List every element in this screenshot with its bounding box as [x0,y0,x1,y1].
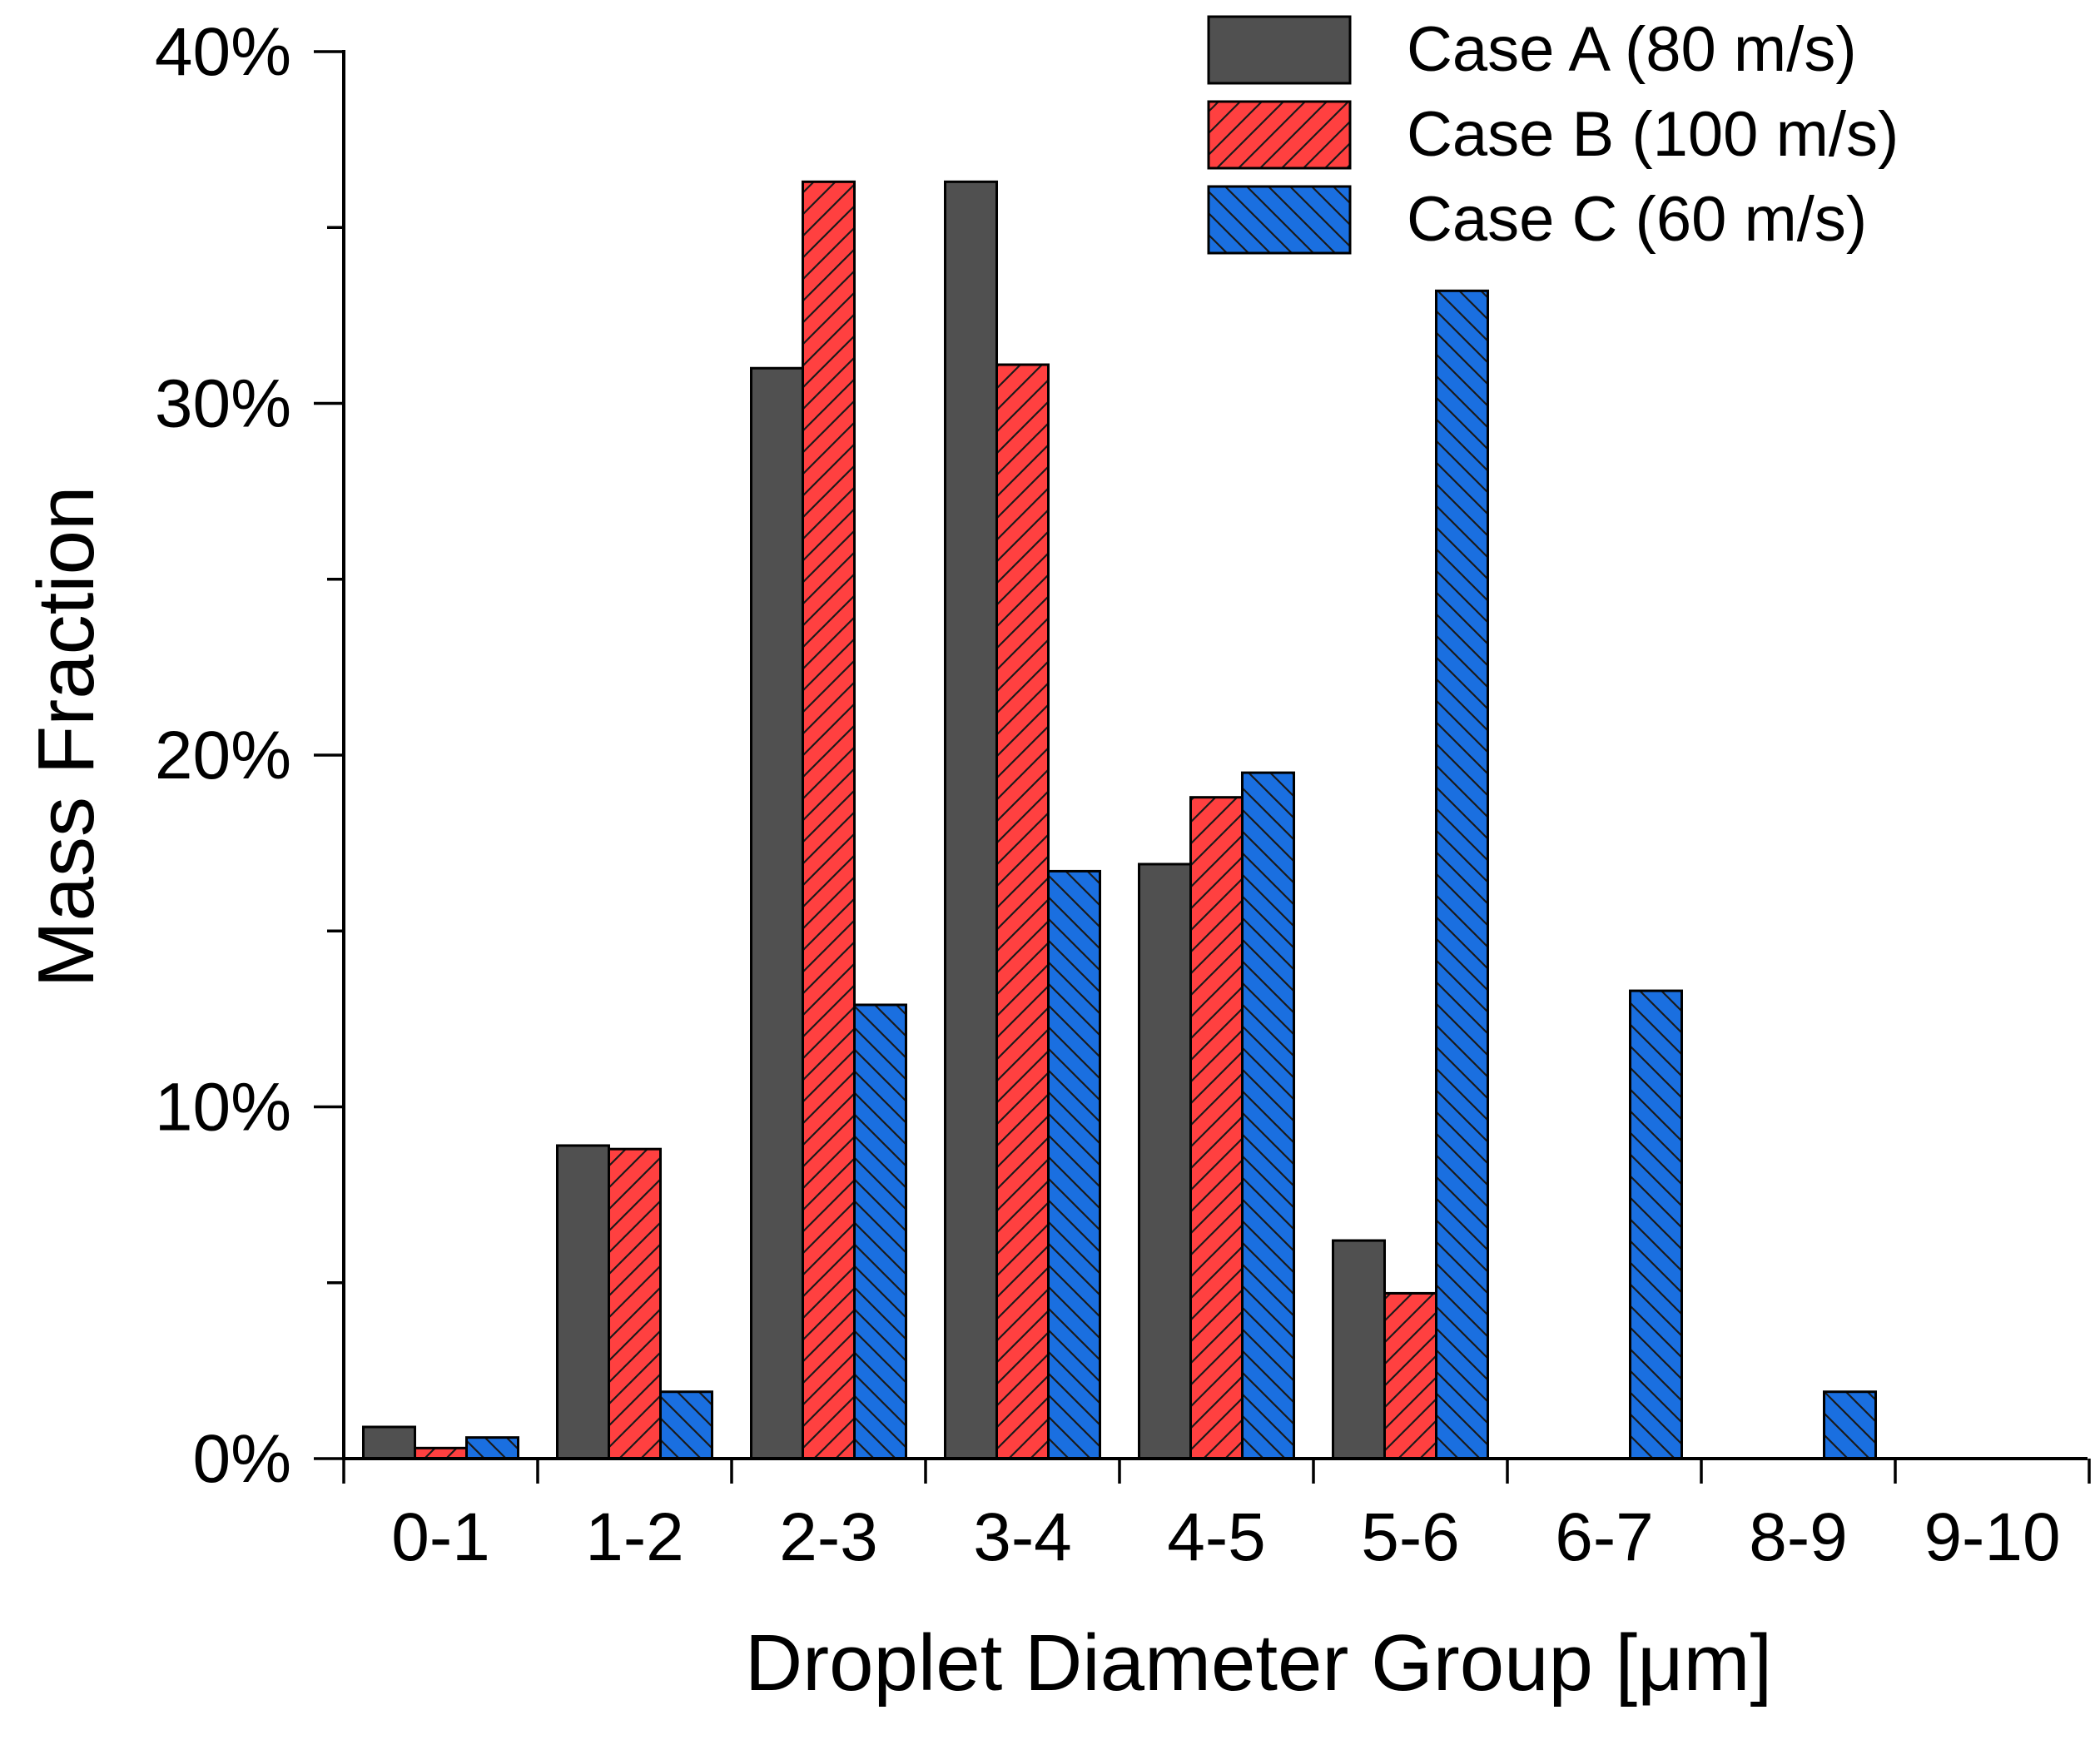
y-tick-label: 20% [155,718,291,793]
legend-swatch-hatch [1209,186,1350,253]
y-tick-label: 0% [192,1421,291,1497]
bars-layer [362,180,1877,1460]
bar-hatch [466,1437,519,1459]
bar-case-a-0-1 [362,1425,416,1460]
bar-case-c-5-6 [1435,289,1489,1460]
x-tick-label: 8-9 [1749,1499,1848,1575]
legend-swatch-hatch [1209,102,1350,168]
bar-case-c-8-9 [1823,1390,1877,1460]
x-tick-label: 0-1 [391,1499,490,1575]
legend-swatch-outline [1207,185,1352,255]
x-axis-title: Droplet Diameter Group [μm] [745,1618,1772,1708]
legend-item: Case B (100 m/s) [1207,99,1899,170]
bar-case-b-2-3 [802,180,856,1460]
y-tick-label: 40% [155,14,291,90]
bar-hatch [802,181,855,1459]
bar-case-b-4-5 [1189,796,1244,1460]
legend: Case A (80 m/s) Case B (100 m/s) Case C (6… [1207,14,1899,255]
bar-fill [363,1426,415,1459]
bar-hatch [415,1448,467,1459]
bar-case-c-1-2 [659,1390,713,1460]
legend-label: Case C (60 m/s) [1407,184,1867,255]
bar-case-b-1-2 [608,1147,662,1460]
bar-hatch [1436,291,1488,1459]
axes-layer [314,50,2091,1484]
bar-fill [751,368,803,1459]
bar-case-a-3-4 [944,180,998,1460]
x-tick-label: 1-2 [585,1499,684,1575]
bar-hatch [608,1149,661,1459]
legend-swatch-outline [1207,100,1352,170]
bar-case-a-4-5 [1138,863,1192,1460]
legend-item: Case A (80 m/s) [1207,14,1857,85]
bar-fill [1139,863,1191,1459]
bar-case-c-3-4 [1047,869,1101,1460]
bar-hatch [1824,1391,1876,1459]
y-tick-label: 30% [155,366,291,442]
legend-label: Case B (100 m/s) [1407,99,1899,170]
x-tick-label: 6-7 [1555,1499,1654,1575]
bar-hatch [854,1004,906,1459]
x-tick-label: 5-6 [1361,1499,1460,1575]
bar-hatch [660,1391,712,1459]
y-axis-title: Mass Fraction [22,486,111,988]
bar-hatch [996,365,1049,1459]
bar-case-b-5-6 [1383,1291,1437,1460]
legend-swatch-outline [1207,15,1352,85]
labels-layer: 0% 10% 20% 30% 40% 0-1 1-2 2-3 3-4 4-5 5-6 6-7 8-9 9-… [22,14,2061,1708]
bar-case-a-2-3 [750,366,804,1460]
bar-case-c-6-7 [1629,989,1683,1460]
bar-hatch [1242,773,1294,1459]
legend-label: Case A (80 m/s) [1407,14,1857,85]
bar-hatch [1190,797,1243,1459]
legend-swatch [1209,17,1350,83]
x-tick-label: 4-5 [1167,1499,1266,1575]
legend-item: Case C (60 m/s) [1207,184,1867,255]
x-tick-label: 2-3 [779,1499,878,1575]
bar-hatch [1630,991,1682,1459]
bar-case-c-0-1 [465,1436,519,1460]
bar-hatch [1048,871,1100,1459]
bar-hatch [1384,1293,1437,1459]
x-tick-label: 9-10 [1924,1499,2060,1575]
bar-fill [945,181,997,1459]
y-tick-label: 10% [155,1070,291,1146]
bar-case-a-1-2 [556,1144,610,1460]
bar-case-b-3-4 [995,363,1050,1460]
bar-case-a-5-6 [1332,1239,1386,1460]
bar-fill [557,1145,609,1459]
bar-case-c-4-5 [1241,771,1295,1460]
bar-fill [1333,1240,1385,1459]
x-tick-label: 3-4 [973,1499,1072,1575]
bar-case-c-2-3 [853,1003,907,1460]
